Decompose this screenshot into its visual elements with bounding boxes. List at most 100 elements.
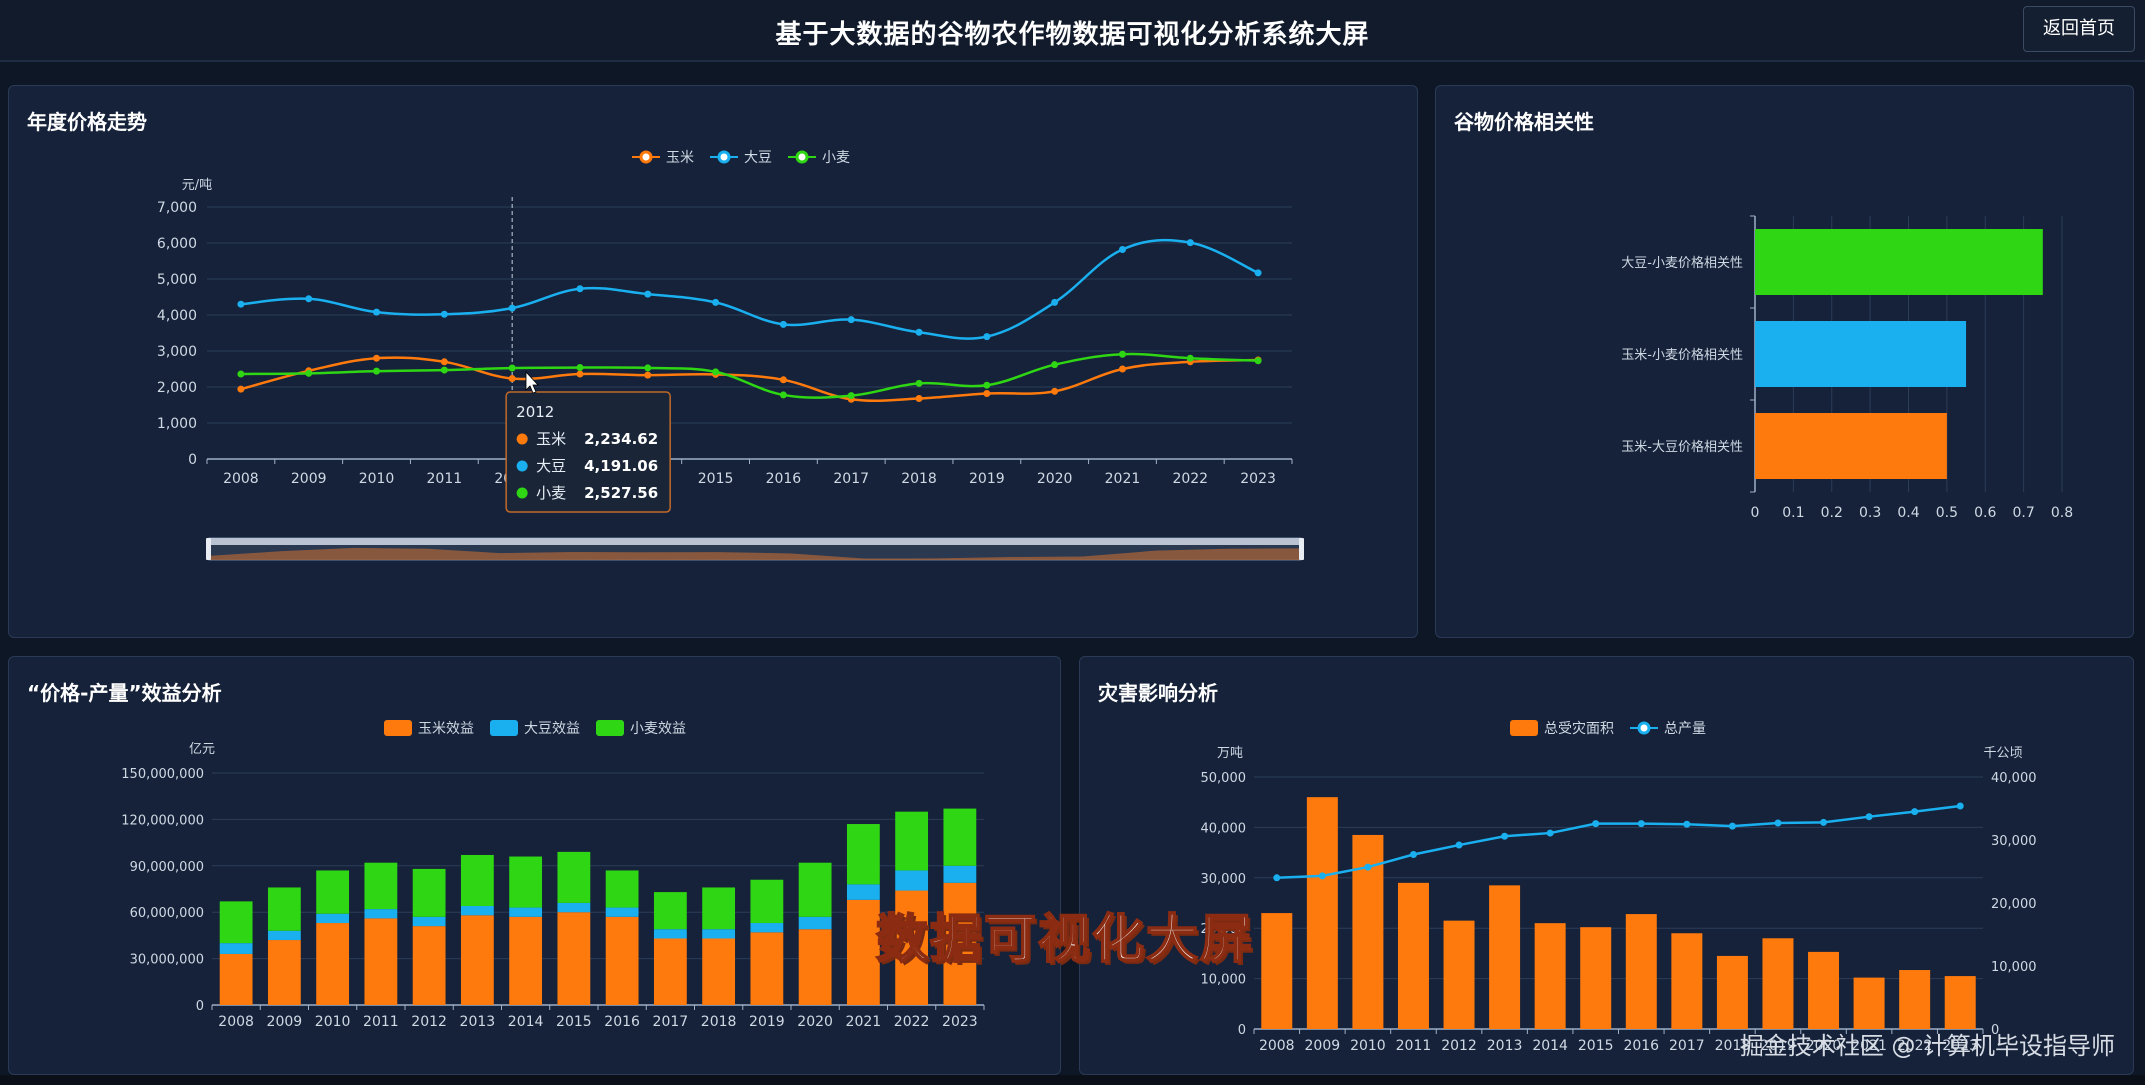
stack-bar-0	[702, 938, 736, 1005]
data-point	[983, 389, 991, 397]
tooltip-dot-1	[516, 460, 528, 472]
disaster-bar	[1762, 938, 1794, 1029]
legend-label-0: 玉米	[666, 150, 694, 166]
x-tick-label: 2016	[766, 471, 802, 487]
disaster-bar	[1716, 955, 1748, 1029]
dashboard-header: 基于大数据的谷物农作物数据可视化分析系统大屏 返回首页	[0, 0, 2145, 62]
production-point	[1820, 818, 1828, 826]
x-tick-label: 2014	[508, 1014, 544, 1030]
price-trend-chart[interactable]: 玉米 大豆 小麦元/吨7,0006,0005,0004,0003,0002,0001…	[9, 86, 1419, 639]
stack-bar-1	[412, 916, 446, 927]
x-tick-label: 2023	[1942, 1038, 1978, 1054]
x-tick-label: 2014	[1532, 1038, 1568, 1054]
x-tick-label: 2015	[698, 471, 734, 487]
stack-bar-0	[605, 916, 639, 1005]
data-point	[1051, 361, 1059, 369]
x-tick-label: 2010	[315, 1014, 351, 1030]
disaster-bar	[1853, 977, 1885, 1029]
data-point	[847, 316, 855, 324]
data-point	[237, 370, 245, 378]
data-point	[779, 320, 787, 328]
disaster-bar	[1808, 951, 1840, 1029]
production-point	[1455, 841, 1463, 849]
bottom-strip	[0, 1075, 2145, 1085]
y-tick-label-left: 50,000	[1201, 771, 1247, 786]
series-line-0	[240, 356, 1259, 403]
data-point	[1254, 357, 1262, 365]
x-tick-label: 0.2	[1821, 505, 1843, 521]
x-tick-label: 2022	[1897, 1038, 1933, 1054]
legend-label-2: 小麦效益	[630, 721, 686, 737]
data-point	[576, 285, 584, 293]
production-point	[1911, 808, 1919, 816]
watermark: 掘金技术社区 @ 计算机毕设指导师	[1739, 1032, 2115, 1060]
corr-bar-0	[1755, 229, 2043, 295]
stack-bar-2	[460, 854, 494, 907]
stack-bar-0	[798, 929, 832, 1005]
stack-bar-1	[653, 929, 687, 939]
stack-bar-1	[267, 930, 301, 941]
production-point	[1637, 820, 1645, 828]
series-line-2	[240, 352, 1259, 399]
y-tick-label: 3,000	[157, 344, 197, 360]
x-tick-label: 0	[1751, 505, 1760, 521]
stack-bar-1	[557, 902, 591, 913]
x-tick-label: 2021	[1851, 1038, 1887, 1054]
disaster-bar	[1261, 913, 1293, 1029]
data-point	[237, 385, 245, 393]
production-point	[1318, 872, 1326, 880]
x-tick-label: 2008	[1259, 1038, 1295, 1054]
disaster-title: 灾害影响分析	[1098, 681, 1218, 705]
correlation-chart[interactable]: 0 0.1 0.2 0.3 0.4 0.5 0.6 0.7 0.8 大豆-小麦价格相关性玉米-小麦…	[1436, 86, 2135, 639]
stack-bar-2	[895, 811, 929, 871]
legend-label-1: 总产量	[1664, 721, 1706, 737]
tooltip-value-1: 4,191.06	[584, 457, 658, 475]
y-tick-label-left: 40,000	[1201, 821, 1247, 836]
x-tick-label: 0.3	[1859, 505, 1881, 521]
back-home-button[interactable]: 返回首页	[2023, 6, 2135, 52]
legend-swatch-0	[384, 720, 412, 736]
x-tick-label: 2017	[1669, 1038, 1705, 1054]
disaster-bar	[1489, 885, 1521, 1029]
stack-bar-1	[460, 906, 494, 916]
y-tick-label-right: 20,000	[1991, 897, 2037, 912]
stack-bar-1	[509, 907, 543, 917]
y-tick-label: 120,000,000	[121, 813, 204, 828]
stack-bar-1	[364, 909, 398, 919]
tooltip-value-0: 2,234.62	[584, 430, 658, 448]
stack-bar-1	[702, 929, 736, 939]
legend-marker-2	[795, 150, 809, 164]
y-tick-label: 2,000	[157, 380, 197, 396]
tooltip-name-1: 大豆	[536, 457, 566, 475]
stack-bar-2	[364, 862, 398, 910]
y-tick-label-right: 10,000	[1991, 960, 2037, 975]
x-tick-label: 2019	[1760, 1038, 1796, 1054]
x-tick-label: 2012	[411, 1014, 447, 1030]
x-tick-label: 2010	[1350, 1038, 1386, 1054]
data-point	[1118, 245, 1126, 253]
data-point	[373, 308, 381, 316]
x-tick-label: 2011	[363, 1014, 399, 1030]
tooltip-box	[505, 391, 671, 513]
data-point	[576, 364, 584, 372]
tooltip-title: 2012	[516, 403, 554, 421]
stack-bar-2	[846, 824, 880, 885]
production-point	[1364, 863, 1372, 871]
y-axis-unit-left: 万吨	[1217, 746, 1243, 761]
x-tick-label: 2022	[1172, 471, 1208, 487]
data-point	[1186, 239, 1194, 247]
stack-bar-2	[219, 901, 253, 944]
tooltip-name-2: 小麦	[536, 484, 566, 502]
disaster-bar	[1899, 970, 1931, 1029]
data-point	[1051, 298, 1059, 306]
x-tick-label: 2020	[797, 1014, 833, 1030]
data-point	[983, 381, 991, 389]
data-point	[305, 295, 313, 303]
data-point	[373, 367, 381, 375]
production-point	[1683, 820, 1691, 828]
series-line-1	[240, 238, 1259, 340]
disaster-bar	[1625, 914, 1657, 1029]
data-point	[644, 290, 652, 298]
